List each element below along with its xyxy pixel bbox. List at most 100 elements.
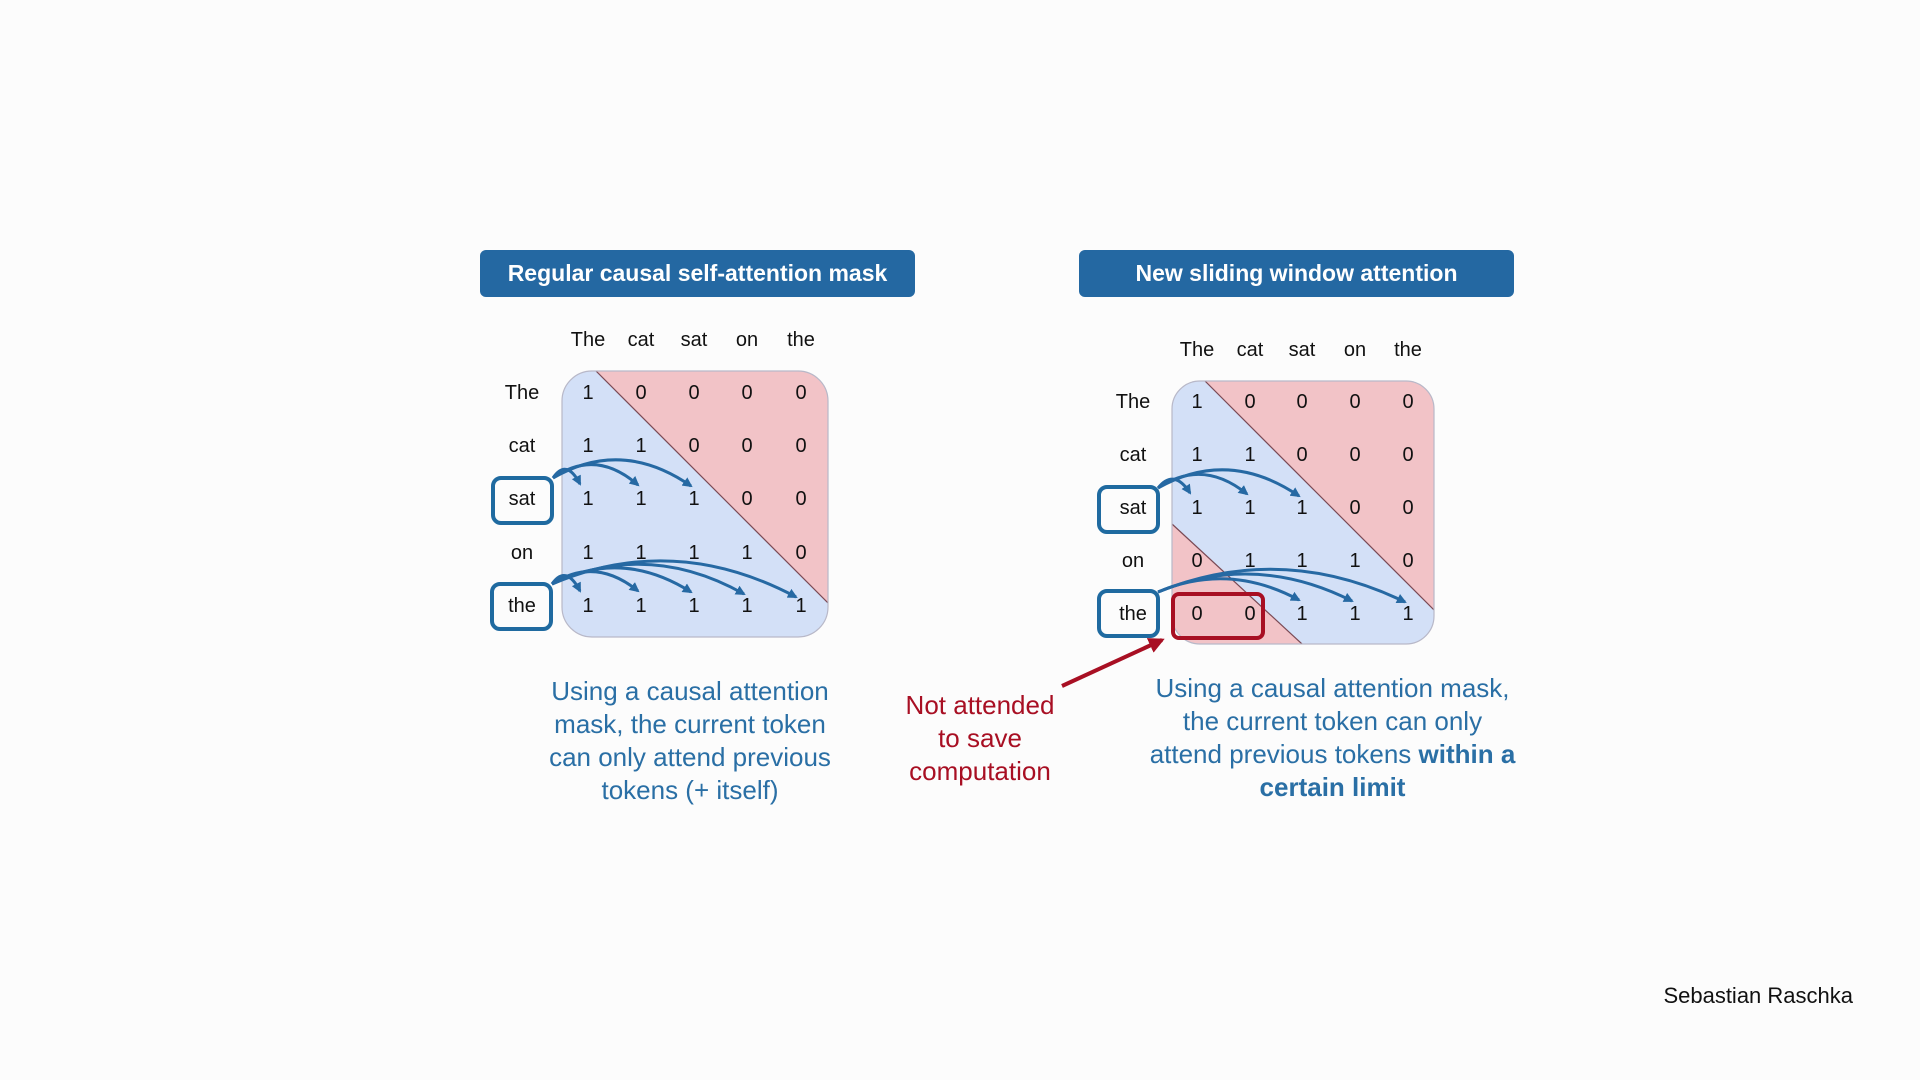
- author-credit: Sebastian Raschka: [1663, 983, 1853, 1008]
- left-mask-background: [562, 371, 828, 637]
- right-mask-background: [1172, 381, 1434, 644]
- right-col-header-3: on: [1344, 339, 1366, 361]
- left-caption-line-3: can only attend previous: [549, 742, 831, 772]
- left-cell-r1-c4: 0: [795, 435, 806, 457]
- left-cell-r2-c0: 1: [582, 488, 593, 510]
- left-caption: Using a causal attention mask, the curre…: [520, 675, 860, 807]
- right-cell-r1-c2: 0: [1296, 444, 1307, 466]
- right-the-arrow-3: [1157, 567, 1407, 604]
- right-cell-r2-c4: 0: [1402, 497, 1413, 519]
- right-caption-line-2: the current token can only: [1182, 706, 1483, 736]
- left-row-header-3: on: [511, 542, 533, 564]
- right-mask-border: [1171, 380, 1435, 645]
- left-col-header-3: on: [736, 329, 758, 351]
- right-caption: Using a causal attention mask, the curre…: [1120, 672, 1545, 804]
- right-caption-line-3-plain: attend previous tokens: [1149, 739, 1419, 769]
- left-column-headers: The cat sat on the: [571, 329, 815, 351]
- left-row-header-4: the: [508, 595, 536, 617]
- right-row-header-4: the: [1119, 603, 1147, 625]
- right-the-highlight-box: [1097, 589, 1160, 638]
- right-mask-cells: 1 0 0 0 0 1 1 0 0 0 1 1 1 0 0 0 1 1 1 0 0 0 1 1 1: [1191, 391, 1413, 625]
- right-cell-r2-c3: 0: [1349, 497, 1360, 519]
- left-row-header-1: cat: [509, 435, 536, 457]
- left-the-highlight-box: [490, 582, 553, 631]
- left-cell-r2-c3: 0: [741, 488, 752, 510]
- left-row-headers: The cat sat on the: [505, 382, 539, 617]
- right-row-header-1: cat: [1120, 444, 1147, 466]
- right-cell-r4-c0: 0: [1191, 603, 1202, 625]
- right-cell-r3-c3: 1: [1349, 550, 1360, 572]
- not-attended-arrow: [1061, 638, 1165, 688]
- left-col-header-2: sat: [681, 329, 708, 351]
- left-cell-r3-c2: 1: [688, 542, 699, 564]
- not-attended-note: Not attended to save computation: [880, 689, 1080, 788]
- left-cell-r2-c4: 0: [795, 488, 806, 510]
- left-caption-line-2: mask, the current token: [554, 709, 826, 739]
- right-row-header-2: sat: [1120, 497, 1147, 519]
- right-cell-r0-c0: 1: [1191, 391, 1202, 413]
- left-cell-r1-c2: 0: [688, 435, 699, 457]
- left-mask-cells: 1 0 0 0 0 1 1 0 0 0 1 1 1 0 0 1 1 1 1 0 1 1 1 1 1: [582, 382, 806, 617]
- left-col-header-1: cat: [628, 329, 655, 351]
- right-cell-r3-c2: 1: [1296, 550, 1307, 572]
- left-cell-r1-c0: 1: [582, 435, 593, 457]
- right-cell-r4-c3: 1: [1349, 603, 1360, 625]
- left-cell-r4-c2: 1: [688, 595, 699, 617]
- left-sat-highlight-box: [491, 476, 554, 525]
- right-row-header-0: The: [1116, 391, 1150, 413]
- right-cell-r4-c1: 0: [1244, 603, 1255, 625]
- right-cell-r3-c0: 0: [1191, 550, 1202, 572]
- left-row-header-0: The: [505, 382, 539, 404]
- right-cell-r0-c2: 0: [1296, 391, 1307, 413]
- left-cell-r0-c4: 0: [795, 382, 806, 404]
- left-cell-r4-c3: 1: [741, 595, 752, 617]
- left-cell-r3-c1: 1: [635, 542, 646, 564]
- left-cell-r3-c3: 1: [741, 542, 752, 564]
- left-cell-r1-c3: 0: [741, 435, 752, 457]
- left-caption-line-1: Using a causal attention: [551, 676, 829, 706]
- right-sat-arrow-3: [1157, 468, 1301, 498]
- left-the-arrow-5: [551, 559, 798, 599]
- left-cell-r0-c3: 0: [741, 382, 752, 404]
- right-column-headers: The cat sat on the: [1180, 339, 1422, 361]
- left-panel-title: Regular causal self-attention mask: [480, 250, 915, 297]
- right-cell-r4-c2: 1: [1296, 603, 1307, 625]
- right-cell-r2-c1: 1: [1244, 497, 1255, 519]
- right-caption-bold-2: certain limit: [1259, 772, 1406, 802]
- right-col-header-4: the: [1394, 339, 1422, 361]
- left-caption-line-4: tokens (+ itself): [601, 775, 779, 805]
- left-cell-r0-c1: 0: [635, 382, 646, 404]
- left-cell-r3-c0: 1: [582, 542, 593, 564]
- left-mask-border: [561, 370, 829, 638]
- right-cell-r2-c0: 1: [1191, 497, 1202, 519]
- right-cell-r1-c4: 0: [1402, 444, 1413, 466]
- left-cell-r4-c4: 1: [795, 595, 806, 617]
- right-col-header-2: sat: [1289, 339, 1316, 361]
- attention-arrows: [550, 458, 1407, 604]
- left-cell-r4-c1: 1: [635, 595, 646, 617]
- right-cell-r1-c3: 0: [1349, 444, 1360, 466]
- left-row-header-2: sat: [509, 488, 536, 510]
- note-line-3: computation: [909, 756, 1051, 786]
- right-sat-highlight-box: [1097, 485, 1160, 534]
- left-cell-r2-c1: 1: [635, 488, 646, 510]
- right-caption-line-4: certain limit: [1120, 771, 1545, 804]
- right-row-headers: The cat sat on the: [1116, 391, 1150, 625]
- right-cell-r1-c0: 1: [1191, 444, 1202, 466]
- left-cell-r3-c4: 0: [795, 542, 806, 564]
- right-cell-r3-c4: 0: [1402, 550, 1413, 572]
- right-cell-r1-c1: 1: [1244, 444, 1255, 466]
- left-col-header-0: The: [571, 329, 605, 351]
- right-panel-title: New sliding window attention: [1079, 250, 1514, 297]
- left-sat-arrow-3: [552, 458, 693, 488]
- right-caption-bold-1: within a: [1418, 739, 1516, 769]
- left-cell-r0-c2: 0: [688, 382, 699, 404]
- left-col-header-4: the: [787, 329, 815, 351]
- right-col-header-1: cat: [1237, 339, 1264, 361]
- right-caption-line-1: Using a causal attention mask,: [1155, 673, 1510, 703]
- right-cell-r0-c1: 0: [1244, 391, 1255, 413]
- note-line-2: to save: [938, 723, 1022, 753]
- right-cell-r2-c2: 1: [1296, 497, 1307, 519]
- left-cell-r1-c1: 1: [635, 435, 646, 457]
